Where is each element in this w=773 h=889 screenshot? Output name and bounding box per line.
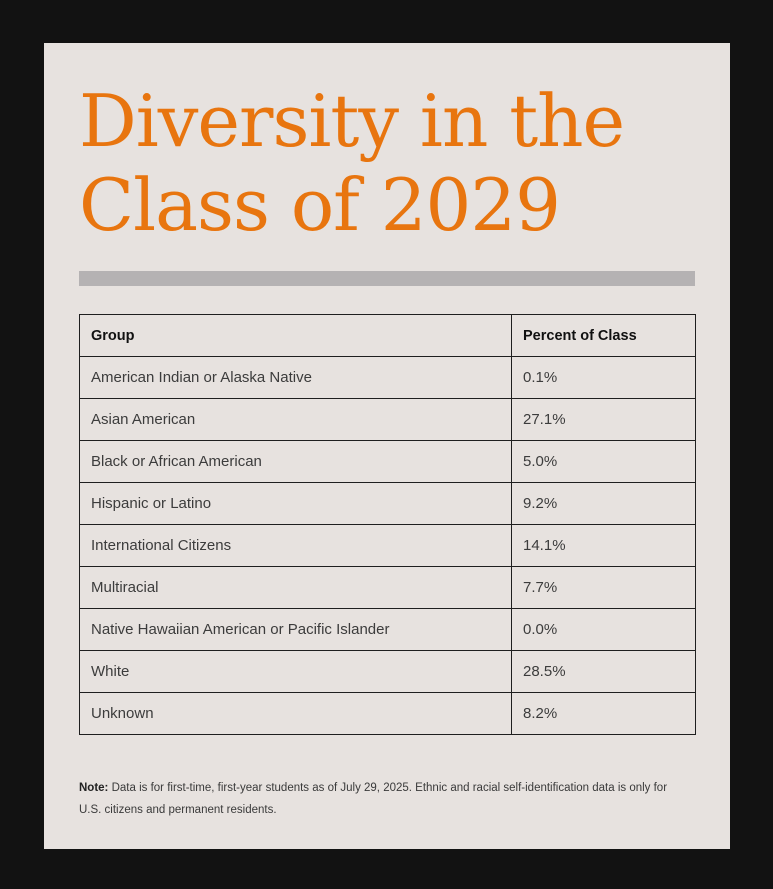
table-header-row: Group Percent of Class: [79, 314, 696, 357]
title-line-2: Class of 2029: [79, 163, 561, 247]
footnote-label: Note:: [79, 782, 109, 794]
table-row: White 28.5%: [79, 650, 696, 693]
diversity-table: Group Percent of Class American Indian o…: [79, 314, 696, 735]
table-row: American Indian or Alaska Native 0.1%: [79, 356, 696, 399]
percent-cell: 7.7%: [511, 566, 696, 609]
group-cell: International Citizens: [79, 524, 512, 567]
table-row: Unknown 8.2%: [79, 692, 696, 735]
group-cell: White: [79, 650, 512, 693]
table-row: Asian American 27.1%: [79, 398, 696, 441]
group-cell: American Indian or Alaska Native: [79, 356, 512, 399]
column-header-percent: Percent of Class: [511, 314, 696, 357]
percent-cell: 0.1%: [511, 356, 696, 399]
table-row: Hispanic or Latino 9.2%: [79, 482, 696, 525]
percent-cell: 14.1%: [511, 524, 696, 567]
content-card: Diversity in the Class of 2029 Group Per…: [44, 43, 730, 849]
percent-cell: 28.5%: [511, 650, 696, 693]
group-cell: Black or African American: [79, 440, 512, 483]
group-cell: Multiracial: [79, 566, 512, 609]
group-cell: Unknown: [79, 692, 512, 735]
group-cell: Native Hawaiian American or Pacific Isla…: [79, 608, 512, 651]
group-cell: Asian American: [79, 398, 512, 441]
group-cell: Hispanic or Latino: [79, 482, 512, 525]
divider-bar: [79, 271, 695, 286]
percent-cell: 27.1%: [511, 398, 696, 441]
page-title: Diversity in the Class of 2029: [79, 79, 625, 247]
table-row: International Citizens 14.1%: [79, 524, 696, 567]
table-row: Native Hawaiian American or Pacific Isla…: [79, 608, 696, 651]
percent-cell: 5.0%: [511, 440, 696, 483]
table-row: Black or African American 5.0%: [79, 440, 696, 483]
footnote: Note: Data is for first-time, first-year…: [79, 777, 691, 821]
percent-cell: 0.0%: [511, 608, 696, 651]
column-header-group: Group: [79, 314, 512, 357]
percent-cell: 8.2%: [511, 692, 696, 735]
title-line-1: Diversity in the: [79, 79, 625, 163]
percent-cell: 9.2%: [511, 482, 696, 525]
table-row: Multiracial 7.7%: [79, 566, 696, 609]
footnote-text: Data is for first-time, first-year stude…: [79, 782, 668, 816]
